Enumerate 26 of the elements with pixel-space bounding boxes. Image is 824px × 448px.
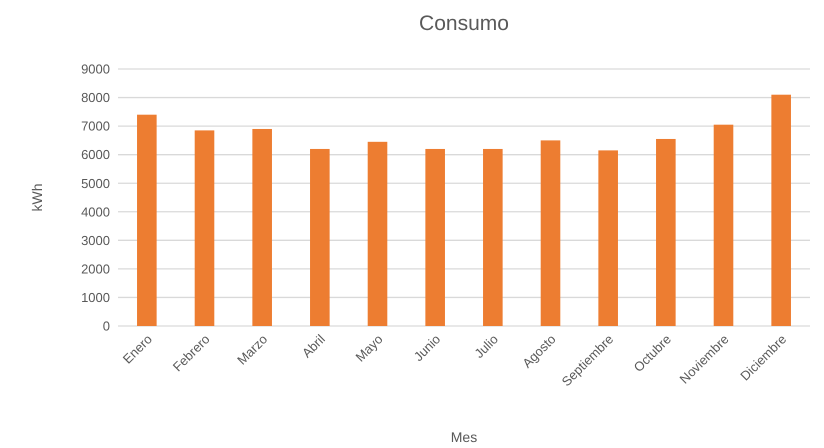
y-tick-label: 7000 [81, 118, 110, 134]
x-tick-label: Julio [471, 332, 501, 362]
bar [252, 128, 272, 326]
bar [771, 94, 791, 326]
bar [540, 140, 560, 326]
y-tick-label: 2000 [81, 261, 110, 276]
bar [714, 124, 734, 326]
y-tick-label: 6000 [81, 147, 110, 162]
y-tick-label: 4000 [81, 204, 110, 220]
bar [483, 148, 503, 326]
bar [137, 114, 157, 326]
bar [656, 138, 676, 326]
bar [425, 148, 445, 326]
bar [310, 148, 330, 326]
bar [598, 150, 618, 326]
y-tick-label: 3000 [81, 232, 110, 248]
y-tick-label: 0 [102, 318, 110, 334]
bar [368, 142, 388, 326]
x-axis-title: Mes [450, 429, 478, 445]
chart-title: Consumo [419, 12, 509, 35]
y-tick-label: 8000 [81, 90, 110, 106]
y-tick-label: 1000 [81, 290, 110, 305]
y-axis-title: kWh [29, 184, 45, 212]
bar [194, 130, 214, 326]
y-tick-label: 5000 [81, 176, 110, 191]
y-tick-label: 9000 [81, 62, 110, 77]
